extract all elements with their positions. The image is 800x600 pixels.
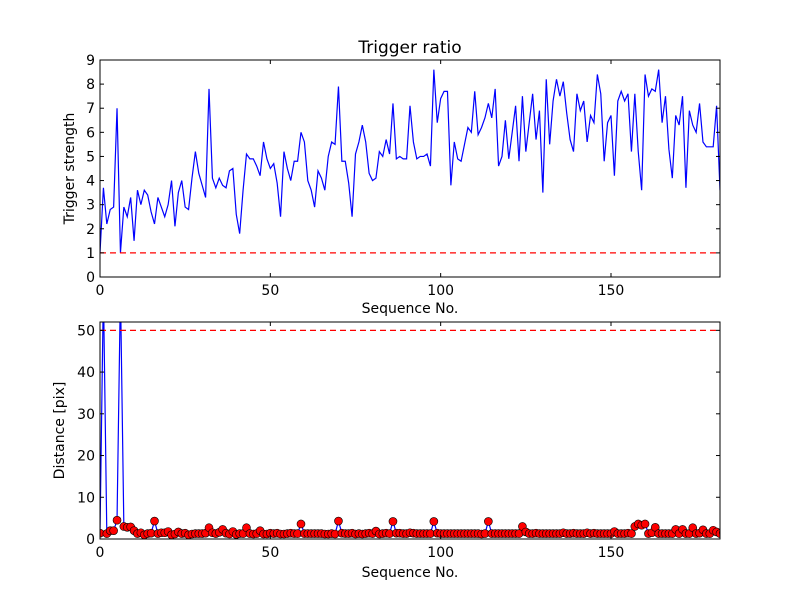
bottom-y-tick-label: 20 (77, 449, 95, 465)
top-y-tick-label: 6 (86, 125, 95, 141)
top-series-line-0 (100, 69, 720, 253)
bottom-data-point (388, 517, 398, 526)
bottom-x-tick-label: 50 (261, 545, 279, 561)
bottom-x-tick-label: 100 (427, 545, 454, 561)
top-y-tick-label: 7 (86, 101, 95, 117)
bottom-data-point (640, 519, 650, 529)
bottom-axis-ticks: 0 50 100 150 0 10 20 30 40 50 (77, 322, 720, 561)
bottom-data-point (743, 529, 751, 537)
bottom-plot-area (100, 322, 720, 539)
top-x-tick-label: 150 (598, 283, 625, 299)
top-x-axis-label: Sequence No. (362, 301, 459, 317)
top-plot-area (100, 60, 720, 277)
bottom-data-point (740, 517, 748, 525)
bottom-data-point (723, 524, 731, 532)
bottom-data-point (733, 517, 741, 525)
bottom-data-point (484, 517, 493, 526)
top-chart-title: Trigger ratio (357, 38, 461, 58)
top-y-axis-label: Trigger strength (62, 113, 78, 226)
top-y-tick-label: 8 (86, 77, 95, 93)
bottom-x-tick-label: 0 (96, 545, 105, 561)
top-y-tick-label: 1 (86, 246, 95, 262)
top-axis-ticks: 0 50 100 150 0 1 2 3 4 5 6 7 8 9 (86, 53, 720, 299)
bottom-y-tick-label: 30 (77, 407, 95, 423)
bottom-series-group (100, 285, 755, 539)
bottom-plot-frame (99, 321, 721, 540)
top-y-tick-label: 9 (86, 53, 95, 69)
top-y-tick-label: 2 (86, 222, 95, 238)
bottom-y-tick-label: 40 (77, 365, 95, 381)
bottom-data-point (726, 525, 734, 533)
bottom-data-point (429, 517, 439, 526)
top-series-group (100, 69, 720, 254)
bottom-data-point (736, 517, 744, 525)
bottom-y-tick-label: 10 (77, 490, 95, 506)
bottom-data-point (730, 522, 738, 530)
bottom-data-point (296, 519, 306, 529)
bottom-data-point (747, 529, 755, 537)
bottom-x-tick-label: 150 (598, 545, 625, 561)
bottom-y-axis-label: Distance [pix] (52, 382, 68, 480)
top-y-tick-label: 3 (86, 198, 95, 214)
top-x-tick-label: 100 (427, 283, 454, 299)
bottom-data-point (116, 285, 124, 293)
top-x-tick-label: 50 (261, 283, 279, 299)
bottom-y-tick-label: 50 (77, 323, 95, 339)
bottom-x-axis-label: Sequence No. (362, 565, 459, 581)
top-plot-frame (99, 59, 721, 278)
bottom-data-point (719, 530, 720, 536)
bottom-chart: 0 50 100 150 0 10 20 30 40 50 Sequence No. Distan… (52, 285, 755, 581)
top-y-tick-label: 0 (86, 270, 95, 286)
bottom-data-point (627, 529, 636, 538)
top-x-tick-label: 0 (96, 283, 105, 299)
bottom-data-point (112, 515, 122, 525)
bottom-data-point (334, 516, 343, 526)
bottom-data-point (109, 526, 118, 535)
top-y-tick-label: 4 (86, 174, 95, 190)
bottom-y-tick-label: 0 (86, 532, 95, 548)
top-chart: Trigger ratio 0 50 100 150 0 1 2 3 4 5 6 7 8 9 Sequen… (62, 38, 721, 317)
bottom-data-point (150, 516, 159, 526)
bottom-data-point (715, 529, 720, 538)
top-y-tick-label: 5 (86, 149, 95, 165)
